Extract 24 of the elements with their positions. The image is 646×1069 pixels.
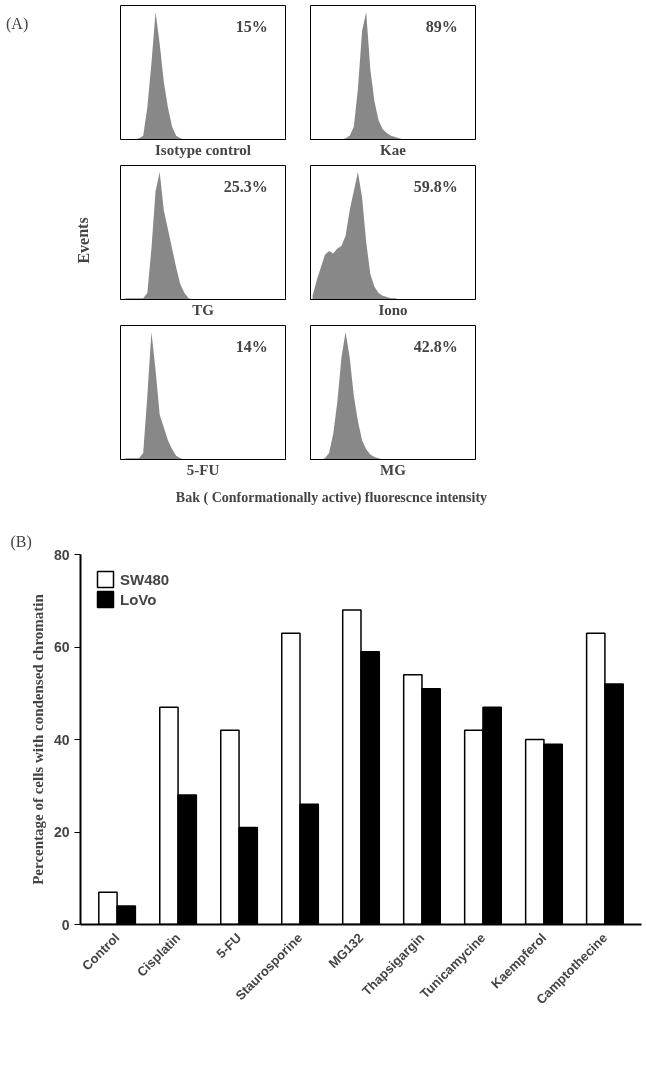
x-axis-title: Iono (378, 301, 408, 318)
annotation: 14% (235, 338, 268, 356)
legend-label: LoVo (120, 590, 157, 608)
annotation: 15% (235, 18, 268, 36)
x-axis-title: Isotype control (155, 141, 251, 158)
x-axis-title: 5-FU (186, 461, 220, 478)
y-tick-label: 80 (53, 546, 70, 563)
y-tick-label: 60 (53, 639, 70, 655)
x-axis-title: Kae (380, 141, 407, 158)
y-tick-label: 0 (61, 916, 70, 933)
annotation: 42.8% (413, 338, 458, 356)
text: Bak ( Conformationally active) fluorescnce intensity (175, 490, 488, 506)
y-tick-label: 20 (53, 824, 70, 840)
annotation: 25.3% (223, 178, 268, 196)
legend-label: SW480 (120, 570, 170, 588)
x-axis-title: MG (380, 461, 407, 478)
text: Events (74, 217, 92, 264)
annotation: 89% (425, 18, 458, 36)
y-tick-label: 40 (53, 731, 70, 748)
x-axis-title: TG (192, 301, 215, 318)
annotation: 59.8% (413, 178, 458, 196)
y-axis-title: Percentage of cells with condensed chromatin (29, 593, 46, 885)
text: (A) (6, 14, 29, 33)
text: (B) (10, 532, 32, 551)
